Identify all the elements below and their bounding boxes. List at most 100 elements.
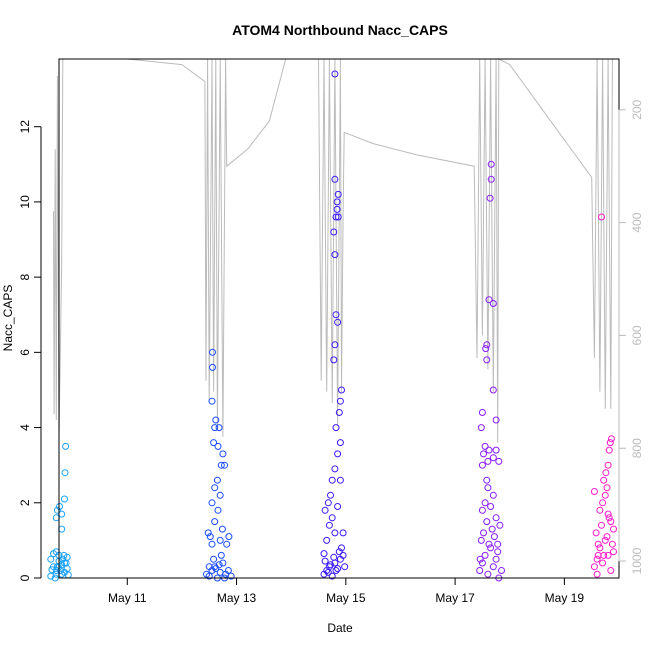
data-point	[485, 296, 493, 304]
data-point	[324, 499, 332, 507]
data-point	[50, 550, 57, 558]
data-point	[603, 533, 611, 541]
data-point	[477, 424, 485, 432]
data-point	[593, 555, 601, 563]
data-point	[211, 518, 219, 526]
data-point	[214, 506, 222, 514]
data-point	[478, 409, 486, 416]
data-point	[599, 499, 607, 507]
data-point	[592, 529, 600, 537]
data-point	[210, 439, 218, 447]
x-tick-label: May 17	[435, 591, 475, 605]
data-point	[598, 213, 605, 221]
right-tick-label: 600	[630, 325, 644, 345]
data-point	[335, 409, 343, 416]
data-point	[480, 450, 487, 458]
data-point	[496, 521, 504, 529]
data-point	[217, 551, 225, 559]
data-point	[596, 544, 604, 552]
data-point	[603, 484, 611, 492]
data-point	[477, 536, 485, 544]
right-tick-label: 1000	[630, 547, 644, 574]
axes-layer: May 11 May 13 May 15 May 17 May 19 0 2 4 6 8 10 12 2…	[18, 99, 644, 605]
data-point	[478, 461, 486, 469]
data-point	[331, 251, 339, 259]
data-point	[338, 544, 345, 552]
data-point	[219, 559, 227, 567]
data-point	[487, 544, 495, 552]
data-point	[610, 525, 617, 533]
data-point	[53, 506, 61, 514]
data-point	[47, 555, 55, 563]
data-point	[478, 506, 486, 514]
data-point	[334, 213, 342, 221]
data-point	[476, 567, 484, 574]
data-point	[596, 506, 604, 514]
data-point	[333, 205, 341, 213]
depth-trace-layer	[53, 58, 613, 443]
data-point	[483, 518, 491, 526]
data-point	[53, 563, 61, 571]
data-point	[330, 553, 338, 561]
data-point	[330, 356, 338, 364]
data-point	[486, 194, 494, 202]
data-point	[211, 484, 219, 492]
data-point	[215, 561, 223, 569]
data-point	[481, 499, 489, 507]
data-point	[321, 557, 329, 565]
data-point	[489, 563, 497, 571]
data-point	[599, 559, 607, 567]
data-point	[594, 551, 602, 559]
data-point	[209, 363, 216, 371]
y-tick-label: 2	[18, 499, 32, 506]
data-point	[484, 570, 492, 578]
data-point	[211, 424, 219, 432]
data-point	[341, 563, 349, 571]
data-point	[339, 551, 347, 559]
data-point	[489, 300, 497, 307]
data-point	[218, 525, 226, 533]
data-point	[492, 416, 500, 424]
data-point	[498, 567, 505, 574]
data-point	[334, 503, 342, 510]
series-2	[320, 70, 349, 580]
chart-title: ATOM4 Northbound Nacc_CAPS	[232, 22, 448, 38]
data-point	[217, 461, 225, 469]
data-point	[61, 469, 69, 477]
series-4	[590, 213, 617, 578]
data-point	[487, 503, 495, 510]
data-point	[332, 424, 340, 432]
data-point	[492, 446, 500, 454]
data-point	[590, 563, 598, 571]
y-tick-label: 10	[18, 195, 32, 209]
data-point	[485, 446, 493, 454]
data-point	[606, 439, 614, 447]
data-point	[208, 397, 216, 405]
data-point	[492, 555, 500, 563]
data-point	[215, 424, 223, 432]
y-tick-label: 8	[18, 273, 32, 280]
data-point	[321, 506, 329, 514]
data-points-layer	[47, 70, 617, 582]
data-point	[481, 442, 489, 450]
data-point	[334, 450, 342, 458]
data-point	[607, 567, 615, 574]
data-point	[219, 450, 227, 458]
data-point	[601, 491, 609, 499]
y-tick-label: 0	[18, 574, 32, 581]
x-tick-label: May 19	[545, 591, 585, 605]
data-point	[600, 476, 608, 484]
data-point	[336, 397, 344, 405]
data-point	[210, 555, 218, 563]
data-point	[213, 476, 221, 484]
x-tick-label: May 11	[108, 591, 147, 605]
data-point	[225, 533, 233, 541]
data-point	[48, 566, 56, 574]
data-point	[605, 446, 613, 454]
data-point	[324, 568, 332, 576]
data-point	[331, 341, 339, 349]
data-point	[334, 190, 342, 198]
y-axis-label: Nacc_CAPS	[1, 285, 15, 352]
data-point	[208, 540, 216, 548]
